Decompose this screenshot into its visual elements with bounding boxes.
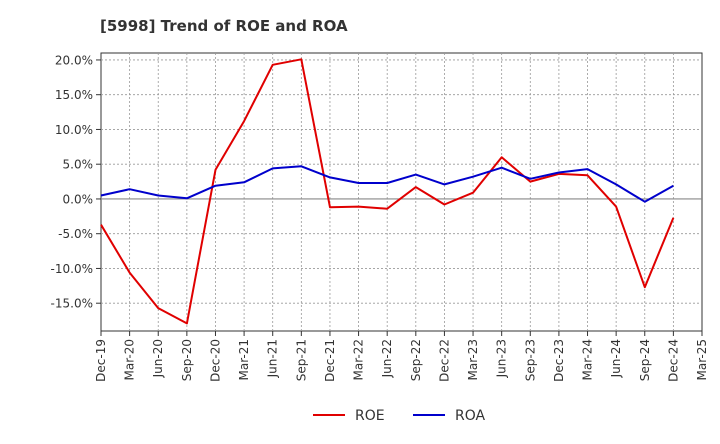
x-tick-label: Jun-23 bbox=[495, 339, 509, 378]
x-tick-label: Jun-24 bbox=[609, 339, 623, 378]
x-tick-label: Jun-22 bbox=[380, 339, 394, 378]
x-tick-label: Jun-21 bbox=[266, 339, 280, 378]
y-tick-label: 10.0% bbox=[55, 123, 93, 137]
x-tick-label: Mar-24 bbox=[581, 339, 595, 380]
x-tick-label: Sep-22 bbox=[409, 339, 423, 381]
series-lines bbox=[100, 58, 675, 325]
x-axis: Dec-19 Mar-20 Jun-20 Sep-20 Dec-20 Mar-21 Jun-… bbox=[94, 331, 709, 382]
y-tick-label: 15.0% bbox=[55, 88, 93, 102]
chart-title: [5998] Trend of ROE and ROA bbox=[100, 17, 348, 35]
x-tick-label: Mar-21 bbox=[237, 339, 251, 380]
x-tick-label: Dec-22 bbox=[437, 339, 451, 382]
y-tick-label: 20.0% bbox=[55, 53, 93, 67]
x-tick-label: Dec-19 bbox=[94, 339, 108, 382]
series-line-roa bbox=[100, 165, 674, 203]
legend: ROE ROA bbox=[313, 408, 486, 424]
x-tick-label: Jun-20 bbox=[151, 339, 165, 378]
x-tick-label: Dec-21 bbox=[323, 339, 337, 382]
y-tick-label: -10.0% bbox=[51, 262, 93, 276]
x-tick-label: Dec-20 bbox=[208, 339, 222, 382]
x-tick-label: Sep-21 bbox=[294, 339, 308, 381]
x-tick-label: Dec-23 bbox=[552, 339, 566, 382]
x-tick-label: Sep-24 bbox=[638, 339, 652, 381]
y-tick-label: -15.0% bbox=[51, 297, 93, 311]
legend-label-roa: ROA bbox=[455, 408, 486, 424]
y-tick-label: -5.0% bbox=[58, 227, 93, 241]
x-tick-label: Mar-25 bbox=[695, 339, 709, 380]
x-tick-label: Sep-20 bbox=[180, 339, 194, 381]
y-tick-label: 0.0% bbox=[63, 192, 94, 206]
x-tick-label: Mar-23 bbox=[466, 339, 480, 380]
x-tick-label: Dec-24 bbox=[666, 339, 680, 382]
x-tick-label: Sep-23 bbox=[523, 339, 537, 381]
series-line-roe bbox=[100, 58, 675, 325]
y-tick-label: 5.0% bbox=[63, 158, 94, 172]
y-axis: 20.0% 15.0% 10.0% 5.0% 0.0% -5.0% -10.0% -15.0% bbox=[51, 53, 101, 311]
x-tick-label: Mar-22 bbox=[352, 339, 366, 380]
x-tick-label: Mar-20 bbox=[123, 339, 137, 380]
legend-label-roe: ROE bbox=[355, 408, 385, 424]
